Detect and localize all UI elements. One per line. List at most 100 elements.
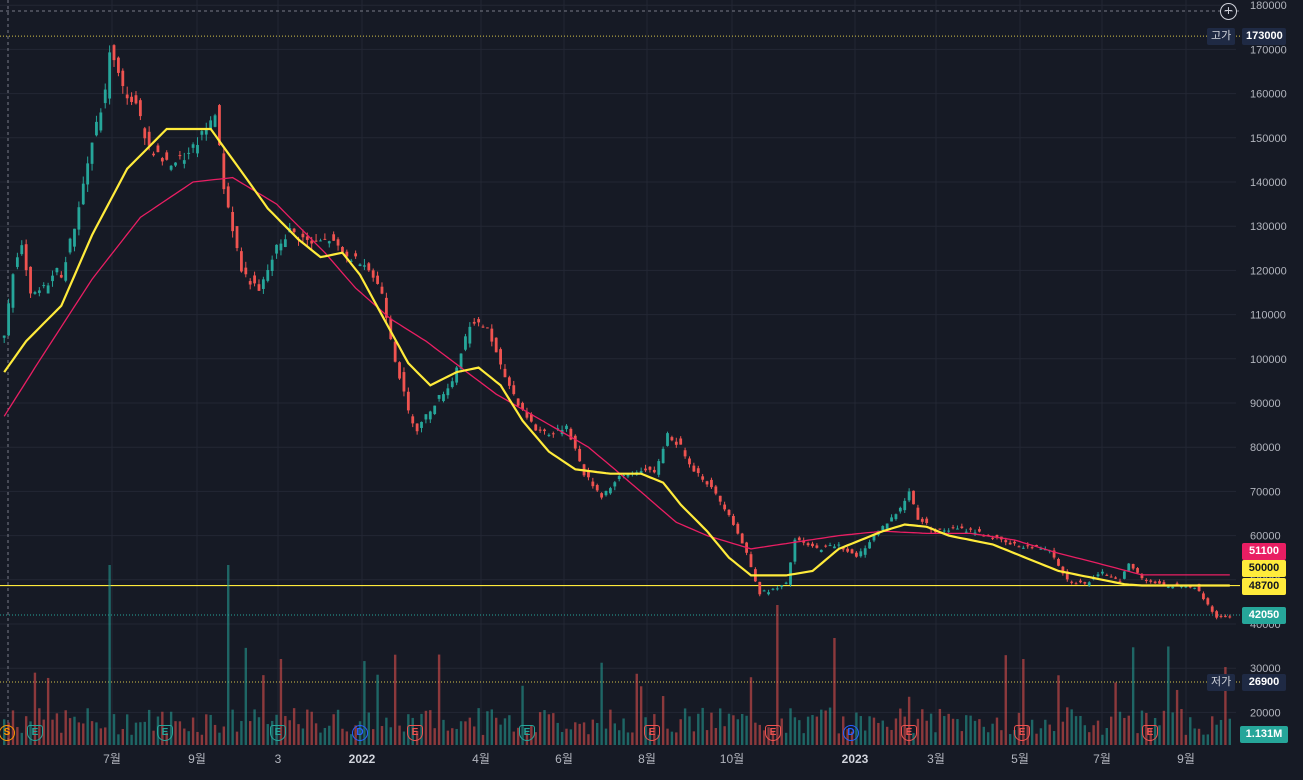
event-marker-e[interactable]: E (270, 725, 286, 741)
event-marker-e[interactable]: E (765, 725, 781, 741)
event-marker-d[interactable]: D (352, 725, 368, 741)
candle-body (819, 549, 823, 553)
volume-bar (90, 721, 94, 745)
candle-body (538, 429, 542, 431)
candle-body (881, 526, 885, 530)
add-plus-icon[interactable]: + (1220, 3, 1237, 20)
candle-body (1122, 571, 1126, 579)
event-marker-e[interactable]: E (1142, 725, 1158, 741)
candle-body (138, 100, 142, 117)
volume-bar (1114, 682, 1117, 745)
candle-body (226, 186, 230, 208)
candle-body (683, 450, 687, 457)
candle-body (310, 240, 314, 244)
ma-long-tag: 51100 (1242, 543, 1286, 560)
candle-body (477, 319, 481, 323)
y-tick-label: 180000 (1250, 0, 1287, 12)
volume-bar (806, 716, 810, 745)
volume-bar (758, 724, 761, 745)
volume-bar (266, 724, 269, 745)
volume-bar (899, 708, 902, 745)
event-marker-e[interactable]: E (644, 725, 660, 741)
event-marker-e[interactable]: E (901, 725, 917, 741)
volume-bar (82, 723, 85, 745)
event-marker-e[interactable]: E (27, 725, 43, 741)
volume-bar (240, 721, 243, 745)
volume-bar (130, 734, 133, 745)
candle-body (995, 534, 999, 538)
candle-body (1171, 586, 1175, 589)
candle-body (850, 549, 854, 554)
volume-bar (1096, 720, 1100, 745)
volume-bar (1131, 647, 1135, 745)
candle-body (134, 95, 138, 104)
volume-bar (345, 731, 349, 745)
candle-body (666, 433, 669, 446)
event-marker-e[interactable]: E (407, 725, 423, 741)
candle-body (762, 590, 766, 592)
candle-body (705, 481, 709, 485)
volume-bar (248, 721, 252, 745)
candle-body (1140, 574, 1144, 579)
candle-body (160, 158, 164, 162)
volume-bar (613, 723, 617, 745)
volume-bar (1219, 719, 1223, 745)
candle-body (942, 530, 946, 532)
volume-bar (929, 713, 933, 745)
candle-body (828, 545, 832, 547)
candle-body (1021, 547, 1025, 549)
candle-body (696, 468, 700, 474)
volume-bar (187, 731, 190, 745)
volume-bar (1022, 659, 1025, 745)
candle-body (1158, 581, 1161, 584)
volume-bar (1171, 712, 1174, 745)
volume-bar (468, 717, 472, 745)
volume-bar (512, 731, 515, 745)
volume-bar (921, 709, 924, 745)
candle-body (507, 377, 511, 386)
volume-bar (969, 715, 972, 745)
candle-body (648, 466, 652, 470)
candle-body (609, 488, 612, 494)
candle-body (481, 326, 485, 328)
volume-bar (1079, 715, 1082, 745)
volume-bar (951, 718, 955, 745)
candle-body (472, 321, 476, 324)
candle-body (459, 353, 463, 369)
event-marker-e[interactable]: E (519, 725, 535, 741)
volume-bar (437, 654, 441, 745)
candle-body (547, 434, 551, 436)
volume-bar (947, 713, 950, 745)
volume-bar (134, 722, 138, 745)
volume-bar (675, 732, 678, 745)
candle-body (411, 416, 415, 424)
volume-bar (191, 717, 195, 745)
candle-body (894, 514, 898, 520)
event-marker-d[interactable]: D (843, 725, 859, 741)
volume-bar (402, 731, 406, 745)
event-marker-s[interactable]: S (0, 725, 15, 741)
x-tick-label: 2022 (349, 752, 376, 766)
volume-bar (152, 730, 155, 745)
volume-bar (938, 708, 942, 745)
event-marker-e[interactable]: E (1014, 725, 1030, 741)
candle-body (499, 349, 502, 365)
candle-body (305, 236, 309, 240)
y-tick-label: 70000 (1250, 486, 1281, 498)
volume-bar (262, 675, 265, 745)
volume-bar (117, 734, 120, 745)
candle-body (204, 128, 208, 135)
candle-body (920, 518, 924, 522)
event-marker-e[interactable]: E (157, 725, 173, 741)
y-tick-label: 110000 (1250, 310, 1286, 322)
low-price-label: 저가 (1207, 674, 1236, 691)
volume-bar (24, 716, 28, 745)
y-tick-label: 120000 (1250, 265, 1287, 277)
volume-bar (371, 729, 375, 745)
candle-body (859, 551, 863, 557)
volume-bar (754, 722, 757, 745)
volume-bar (73, 716, 76, 745)
volume-bar (1083, 725, 1087, 745)
candle-body (178, 155, 182, 157)
